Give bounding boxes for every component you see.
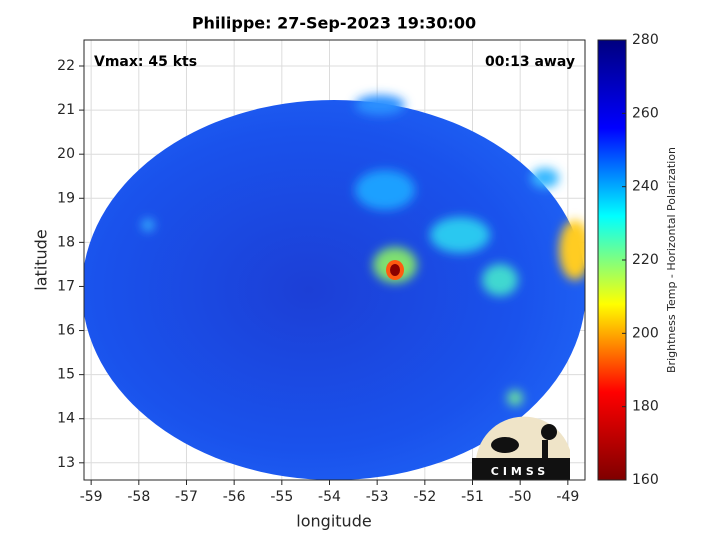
x-axis-label: longitude [296,512,371,531]
core-center [390,264,400,276]
y-tick-label: 18 [57,234,75,250]
colorbar-tick-label: 180 [632,399,659,415]
colorbar-tick-label: 280 [632,32,659,48]
y-axis-label: latitude [32,229,51,290]
colorbar-tick-label: 260 [632,105,659,121]
swath [84,100,585,480]
y-tick-label: 19 [57,190,75,206]
annotation: 00:13 away [485,54,575,70]
x-tick-label: -54 [318,489,341,505]
cimss-logo: CIMSS [472,416,570,480]
y-tick-label: 20 [57,146,75,162]
chart-title: Philippe: 27-Sep-2023 19:30:00 [192,14,476,33]
colorbar-tick-label: 160 [632,472,659,488]
x-tick-label: -49 [556,489,579,505]
x-tick-label: -51 [461,489,484,505]
x-tick-label: -55 [270,489,293,505]
y-tick-label: 13 [57,455,75,471]
colorbar-label: Brightness Temp - Horizontal Polarizatio… [665,147,678,373]
y-tick-label: 14 [57,411,75,427]
colorbar-tick-label: 240 [632,179,659,195]
colorbar-tick-label: 220 [632,252,659,268]
x-tick-label: -50 [509,489,532,505]
y-tick-label: 16 [57,323,75,339]
annotation: Vmax: 45 kts [94,54,197,70]
y-tick-label: 15 [57,367,75,383]
y-tick-label: 21 [57,102,75,118]
convection [142,95,585,406]
logo-text: CIMSS [491,465,549,478]
axes-box [83,39,586,481]
x-tick-label: -53 [366,489,389,505]
x-tick-label: -56 [223,489,246,505]
x-tick-label: -52 [413,489,436,505]
y-tick-label: 17 [57,278,75,294]
x-tick-label: -58 [127,489,150,505]
x-tick-label: -59 [80,489,103,505]
colorbar [597,39,627,481]
satellite-image [84,95,585,480]
y-tick-label: 22 [57,58,75,74]
x-tick-label: -57 [175,489,198,505]
colorbar-tick-label: 200 [632,325,659,341]
